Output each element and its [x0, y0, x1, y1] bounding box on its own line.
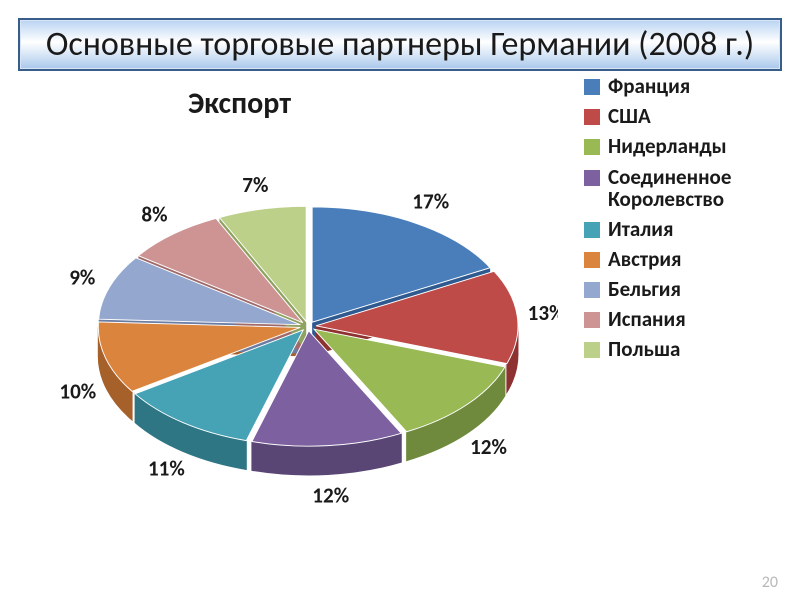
legend-swatch	[584, 170, 600, 186]
legend-label: Бельгия	[608, 278, 681, 300]
legend-label: Франция	[608, 75, 690, 97]
legend-swatch	[584, 222, 600, 238]
legend-item: Испания	[584, 308, 774, 330]
pie-data-label: 11%	[148, 456, 185, 482]
legend-swatch	[584, 79, 600, 95]
legend-label: Италия	[608, 218, 673, 240]
title-box: Основные торговые партнеры Германии (200…	[18, 18, 782, 71]
chart-title: Экспорт	[188, 85, 291, 122]
pie-data-label: 9%	[69, 265, 95, 291]
legend-label: Испания	[608, 308, 686, 330]
legend-label: США	[608, 105, 651, 127]
legend-item: Польша	[584, 338, 774, 360]
pie-chart: 17% 13% 12% 12% 11% 10% 9% 8% 7%	[58, 131, 558, 531]
legend-item: Соединенное Королевство	[584, 166, 774, 210]
pie-data-label: 7%	[242, 172, 268, 198]
pie-data-label: 10%	[59, 379, 96, 405]
legend: Франция США Нидерланды Соединенное Королевс…	[584, 75, 774, 367]
legend-label: Австрия	[608, 248, 682, 270]
legend-swatch	[584, 252, 600, 268]
page-title: Основные торговые партнеры Германии (200…	[30, 26, 770, 63]
pie-data-label: 8%	[141, 202, 167, 228]
legend-swatch	[584, 109, 600, 125]
legend-item: Бельгия	[584, 278, 774, 300]
legend-label: Польша	[608, 338, 680, 360]
legend-item: США	[584, 105, 774, 127]
legend-item: Италия	[584, 218, 774, 240]
legend-item: Нидерланды	[584, 135, 774, 157]
legend-swatch	[584, 312, 600, 328]
legend-swatch	[584, 282, 600, 298]
pie-data-label: 12%	[312, 483, 349, 509]
legend-item: Франция	[584, 75, 774, 97]
pie-data-label: 12%	[470, 434, 507, 460]
legend-swatch	[584, 342, 600, 358]
content-area: Экспорт 17% 13% 12% 12% 11% 10% 9% 8% 7% Франция…	[18, 71, 782, 541]
legend-label: Нидерланды	[608, 135, 727, 157]
pie-data-label: 13%	[528, 300, 558, 326]
pie-data-label: 17%	[412, 189, 449, 215]
legend-swatch	[584, 139, 600, 155]
legend-label: Соединенное Королевство	[608, 166, 774, 210]
page-number: 20	[762, 573, 778, 592]
slide: Основные торговые партнеры Германии (200…	[0, 0, 800, 600]
legend-item: Австрия	[584, 248, 774, 270]
